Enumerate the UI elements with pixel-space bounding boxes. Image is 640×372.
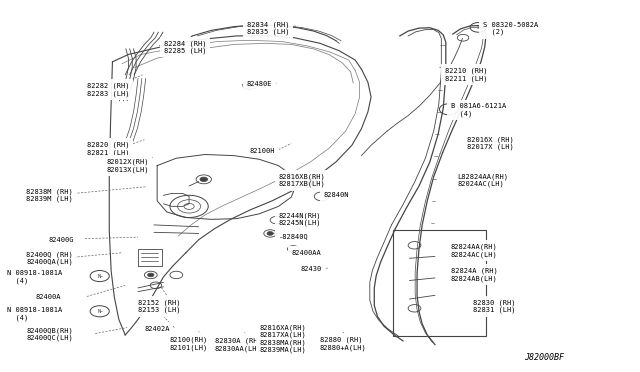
Text: 82100H: 82100H xyxy=(250,148,275,154)
Circle shape xyxy=(267,232,273,235)
Text: 82816XB(RH)
82817XB(LH): 82816XB(RH) 82817XB(LH) xyxy=(278,173,325,187)
Text: 82840N: 82840N xyxy=(323,192,349,198)
Text: 82244N(RH)
82245N(LH): 82244N(RH) 82245N(LH) xyxy=(278,212,321,226)
Text: 82400QB(RH)
82400QC(LH): 82400QB(RH) 82400QC(LH) xyxy=(26,327,73,341)
Text: 82284 (RH)
82285 (LH): 82284 (RH) 82285 (LH) xyxy=(164,40,206,54)
Text: B: B xyxy=(447,107,451,112)
Text: L82824AA(RH)
82024AC(LH): L82824AA(RH) 82024AC(LH) xyxy=(458,173,508,187)
Circle shape xyxy=(200,177,207,182)
Text: B 081A6-6121A
  (4): B 081A6-6121A (4) xyxy=(451,103,506,117)
Text: 82012X(RH)
82013X(LH): 82012X(RH) 82013X(LH) xyxy=(106,158,148,173)
Text: 82816XA(RH)
82817XA(LH)
82838MA(RH)
82839MA(LH): 82816XA(RH) 82817XA(LH) 82838MA(RH) 8283… xyxy=(259,324,306,353)
Text: 82880 (RH)
82880+A(LH): 82880 (RH) 82880+A(LH) xyxy=(320,337,367,350)
Text: 82400A: 82400A xyxy=(36,294,61,300)
Text: 82016X (RH)
82017X (LH): 82016X (RH) 82017X (LH) xyxy=(467,137,514,150)
Text: 82402A: 82402A xyxy=(145,326,170,332)
Text: 82282 (RH)
82283 (LH): 82282 (RH) 82283 (LH) xyxy=(87,83,129,97)
Circle shape xyxy=(307,181,314,185)
Text: 82824A (RH)
82824AB(LH): 82824A (RH) 82824AB(LH) xyxy=(451,268,498,282)
Text: N: N xyxy=(98,309,101,314)
Text: 82210 (RH)
82211 (LH): 82210 (RH) 82211 (LH) xyxy=(445,68,487,82)
Text: 82838M (RH)
82839M (LH): 82838M (RH) 82839M (LH) xyxy=(26,188,73,202)
Text: 82820 (RH)
82821 (LH): 82820 (RH) 82821 (LH) xyxy=(87,142,129,156)
Circle shape xyxy=(246,83,253,87)
Text: 82430: 82430 xyxy=(301,266,322,272)
Circle shape xyxy=(148,273,154,277)
Text: 82152 (RH)
82153 (LH): 82152 (RH) 82153 (LH) xyxy=(138,299,180,314)
Text: -82840Q: -82840Q xyxy=(278,233,308,239)
Text: J82000BF: J82000BF xyxy=(524,353,564,362)
Text: S 08320-5082A
  (2): S 08320-5082A (2) xyxy=(483,22,538,35)
Text: 82100(RH)
82101(LH): 82100(RH) 82101(LH) xyxy=(170,337,208,350)
Text: 82400AA: 82400AA xyxy=(291,250,321,256)
Text: 82834 (RH)
82835 (LH): 82834 (RH) 82835 (LH) xyxy=(246,22,289,35)
Text: N 08918-1081A
  (4): N 08918-1081A (4) xyxy=(7,307,62,321)
Text: 82824AA(RH)
82824AC(LH): 82824AA(RH) 82824AC(LH) xyxy=(451,244,498,258)
Text: 82400G: 82400G xyxy=(49,237,74,243)
Text: 82480E: 82480E xyxy=(246,81,272,87)
Text: 82400Q (RH)
82400QA(LH): 82400Q (RH) 82400QA(LH) xyxy=(26,251,73,265)
Text: 82830 (RH)
82831 (LH): 82830 (RH) 82831 (LH) xyxy=(473,299,516,314)
Text: 82830A (RH)
82830AA(LH): 82830A (RH) 82830AA(LH) xyxy=(214,338,261,352)
Text: N 08918-1081A
  (4): N 08918-1081A (4) xyxy=(7,270,62,283)
Text: N: N xyxy=(98,273,101,279)
Text: S: S xyxy=(477,25,480,30)
